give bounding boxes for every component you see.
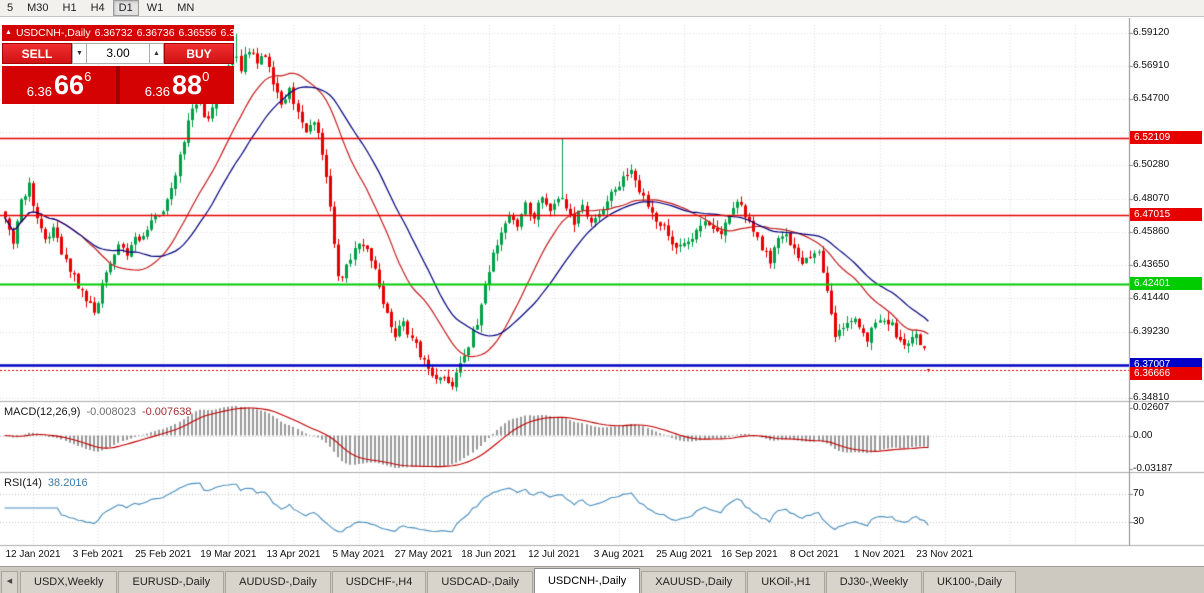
- date-axis-label: 19 Mar 2021: [200, 549, 257, 560]
- date-axis-label: 27 May 2021: [394, 549, 453, 560]
- date-axis-label: 18 Jun 2021: [461, 549, 517, 560]
- chart-tab-usdcnh-daily[interactable]: USDCNH-,Daily: [533, 568, 641, 593]
- ohlc-low: 6.36556: [178, 27, 217, 39]
- date-axis-label: 25 Aug 2021: [656, 549, 713, 560]
- chart-tab-xauusd-daily[interactable]: XAUUSD-,Daily: [641, 571, 747, 593]
- chart-tab-audusd-daily[interactable]: AUDUSD-,Daily: [225, 571, 331, 593]
- volume-decrease-button[interactable]: ▼: [72, 43, 87, 64]
- ask-big-digits: 88: [172, 70, 203, 100]
- macd-axis-label: -0.03187: [1133, 462, 1173, 474]
- period-button-w1[interactable]: W1: [141, 0, 170, 16]
- chart-tab-usdx-weekly[interactable]: USDX,Weekly: [20, 571, 118, 593]
- ohlc-close: 6.36666: [220, 27, 234, 39]
- price-axis-label: 6.45860: [1133, 225, 1170, 237]
- price-axis-label: 6.43650: [1133, 259, 1170, 271]
- chart-tab-dj30-weekly[interactable]: DJ30-,Weekly: [825, 571, 923, 593]
- macd-signal-value: -0.007638: [141, 406, 192, 418]
- macd-name: MACD(12,26,9): [4, 406, 81, 418]
- chart-tabs-bar: ◀ USDX,Weekly EURUSD-,Daily AUDUSD-,Daily US…: [0, 566, 1204, 593]
- bid-prefix: 6.36: [26, 84, 53, 99]
- macd-axis-label: 0.02607: [1133, 402, 1170, 414]
- price-axis-label: 6.50280: [1133, 159, 1170, 171]
- rsi-name: RSI(14): [4, 477, 42, 489]
- chart-tab-usdchf-h4[interactable]: USDCHF-,H4: [331, 571, 427, 593]
- trade-controls-row: SELL ▼ 3.00 ▲ BUY: [2, 43, 234, 64]
- current-price-label: 6.36666: [1130, 367, 1202, 381]
- price-divider: [116, 66, 120, 104]
- date-axis-label: 13 Apr 2021: [266, 549, 321, 560]
- timeframe-toolbar: 5 M30 H1 H4 D1 W1 MN: [0, 0, 1204, 17]
- chart-tab-eurusd-daily[interactable]: EURUSD-,Daily: [118, 571, 225, 593]
- price-level-label: 6.52109: [1130, 131, 1202, 144]
- price-axis-label: 6.34810: [1133, 392, 1170, 404]
- price-level-label: 6.42401: [1130, 276, 1202, 290]
- period-button-h1[interactable]: H1: [57, 0, 83, 16]
- chart-tab-usdcad-daily[interactable]: USDCAD-,Daily: [427, 571, 533, 593]
- sell-button[interactable]: SELL: [2, 43, 72, 64]
- ohlc-open: 6.36732: [94, 27, 133, 39]
- volume-input[interactable]: 3.00: [87, 43, 149, 64]
- price-chart-canvas[interactable]: [0, 18, 1204, 566]
- ask-price[interactable]: 6.36 88 0: [120, 66, 234, 104]
- one-click-trading-panel: ▲ USDCNH-,Daily 6.36732 6.36736 6.36556 …: [2, 25, 234, 104]
- ask-prefix: 6.36: [144, 84, 171, 99]
- date-axis-label: 3 Feb 2021: [72, 549, 124, 560]
- period-button-d1[interactable]: D1: [112, 0, 139, 16]
- bid-pipette: 6: [84, 69, 92, 84]
- period-button-5[interactable]: 5: [1, 0, 19, 16]
- date-axis-label: 3 Aug 2021: [593, 549, 645, 560]
- price-axis-label: 6.39230: [1133, 325, 1170, 337]
- macd-axis-label: 0.00: [1133, 429, 1153, 441]
- buy-button[interactable]: BUY: [164, 43, 234, 64]
- price-axis-label: 6.41440: [1133, 292, 1170, 304]
- date-axis-label: 8 Oct 2021: [789, 549, 839, 560]
- date-axis-label: 16 Sep 2021: [720, 549, 778, 560]
- volume-increase-button[interactable]: ▲: [149, 43, 164, 64]
- chart-ohlc-header: ▲ USDCNH-,Daily 6.36732 6.36736 6.36556 …: [2, 25, 234, 41]
- price-axis-label: 6.59120: [1133, 26, 1170, 38]
- price-axis-label: 6.56910: [1133, 59, 1170, 71]
- chart-area: ▲ USDCNH-,Daily 6.36732 6.36736 6.36556 …: [0, 18, 1204, 566]
- price-axis-label: 6.54700: [1133, 93, 1170, 105]
- period-button-m30[interactable]: M30: [21, 0, 54, 16]
- tab-scroll-left-button[interactable]: ◀: [1, 571, 18, 593]
- chart-tab-uk100-daily[interactable]: UK100-,Daily: [923, 571, 1016, 593]
- bid-big-digits: 66: [54, 70, 85, 100]
- date-axis-label: 1 Nov 2021: [853, 549, 906, 560]
- rsi-axis-label: 70: [1133, 488, 1145, 499]
- date-axis-label: 12 Jul 2021: [528, 549, 580, 560]
- chart-symbol-title: USDCNH-,Daily: [15, 27, 91, 39]
- macd-title: MACD(12,26,9) -0.008023 -0.007638: [4, 406, 192, 418]
- expand-panel-icon[interactable]: ▲: [5, 29, 12, 36]
- rsi-value: 38.2016: [47, 477, 88, 489]
- ohlc-high: 6.36736: [136, 27, 175, 39]
- ask-pipette: 0: [202, 69, 210, 84]
- date-axis-label: 25 Feb 2021: [135, 549, 192, 560]
- chart-tab-ukoil-h1[interactable]: UKOil-,H1: [747, 571, 825, 593]
- date-axis-label: 5 May 2021: [332, 549, 385, 560]
- price-level-label: 6.47015: [1130, 207, 1202, 221]
- date-axis-label: 23 Nov 2021: [916, 549, 974, 560]
- date-axis-label: 12 Jan 2021: [5, 549, 61, 560]
- price-axis-label: 6.48070: [1133, 192, 1170, 204]
- period-button-mn[interactable]: MN: [171, 0, 200, 16]
- bid-ask-display: 6.36 66 6 6.36 88 0: [2, 66, 234, 104]
- macd-value: -0.008023: [86, 406, 136, 418]
- rsi-title: RSI(14) 38.2016: [4, 477, 88, 489]
- bid-price[interactable]: 6.36 66 6: [2, 66, 116, 104]
- period-button-h4[interactable]: H4: [85, 0, 111, 16]
- rsi-axis-label: 30: [1133, 516, 1145, 527]
